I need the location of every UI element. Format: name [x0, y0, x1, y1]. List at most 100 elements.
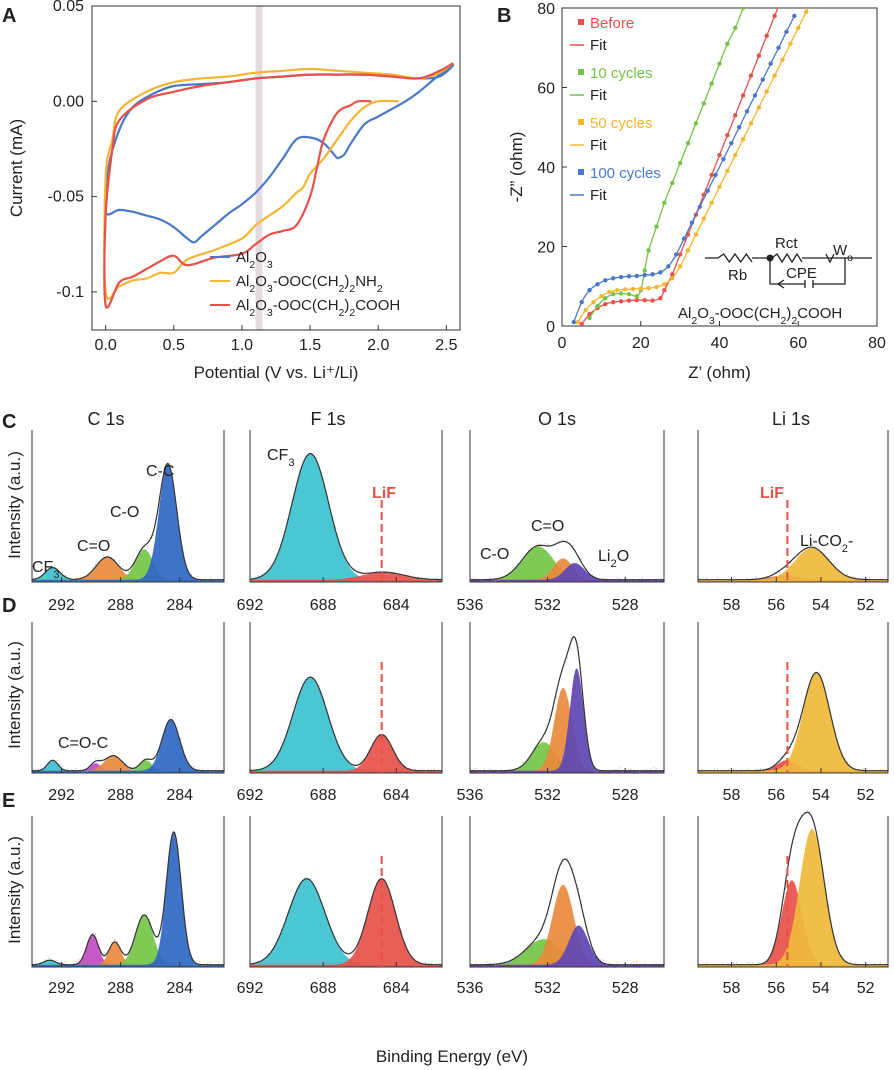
data-point-1: [626, 292, 632, 297]
annotation-c-double-o-o1s-part: C=O: [531, 518, 564, 535]
fit-line-1: [589, 8, 744, 319]
legend-label-a-part: ): [344, 273, 349, 290]
legend-label-a-part: Al: [236, 297, 249, 314]
xps-x-tick-label: 684: [383, 980, 410, 997]
data-point-1: [595, 303, 600, 309]
legend-fit-label-b: Fit: [590, 137, 607, 154]
annotation-lif-li: LiF: [760, 485, 784, 502]
data-point-2: [796, 25, 801, 31]
y-tick-label-b: 40: [537, 160, 555, 177]
xps-envelope: [249, 452, 442, 581]
y-tick-label-b: 80: [537, 1, 555, 18]
data-point-0: [642, 297, 647, 303]
legend-label-a-part: 2: [249, 259, 255, 271]
data-point-1: [740, 8, 746, 11]
xps-annotations: CF3C=OC-OC-CCF3LiFC-OC=OLi2OLiFLi-CO2-C=…: [32, 447, 853, 752]
data-point-2: [583, 307, 588, 313]
legend-label-a-part: NH: [355, 273, 377, 290]
warburg-label: Wo: [833, 242, 853, 264]
xps-peak-1: [250, 572, 442, 582]
data-point-3: [634, 273, 640, 279]
legend-label-a: Al2O3: [236, 249, 273, 271]
data-point-0: [725, 133, 730, 138]
annotation-cf3-c: CF3: [32, 559, 60, 581]
data-point-2: [764, 89, 769, 94]
annotation-li2o-part: O: [617, 548, 629, 565]
cpe-arrow: [777, 279, 785, 289]
inset-sample-label-part: 3: [709, 315, 715, 327]
rct-label: Rct: [775, 235, 798, 252]
xps-panel-C-3: 58 56 54 52: [697, 430, 889, 614]
xps-x-tick-label: 684: [383, 787, 410, 804]
xps-peak-3: [32, 464, 224, 582]
xps-panel-D-2: 536 532 528: [457, 622, 665, 804]
data-point-1: [701, 101, 706, 106]
legend-label-a-part: 3: [267, 307, 273, 319]
y-axis-title-a: Current (mA): [7, 119, 26, 217]
annotation-cf3-f-part: CF: [267, 447, 289, 464]
xps-peak-4: [32, 719, 224, 773]
xps-panel-D-1: 692 688 684: [237, 622, 443, 804]
xps-x-tick-label: 536: [457, 980, 484, 997]
data-point-1: [654, 224, 659, 229]
resistor-rb: [717, 252, 753, 264]
xps-peak-1: [698, 828, 888, 967]
annotation-c-o-c-part: C=O-C: [58, 735, 108, 752]
cv-curve-2: [103, 62, 454, 309]
xps-peak-1: [250, 878, 442, 967]
data-point-3: [603, 278, 608, 283]
xps-frame: [31, 816, 225, 968]
warburg-symbol: [825, 253, 835, 264]
xps-panel-C-1: 692 688 684: [237, 430, 443, 614]
data-point-1: [717, 61, 722, 66]
data-point-3: [776, 45, 781, 50]
data-point-3: [579, 299, 584, 305]
data-point-0: [626, 298, 632, 303]
data-point-3: [587, 288, 592, 293]
data-point-0: [650, 298, 655, 303]
data-point-2: [693, 232, 699, 237]
xps-envelope: [470, 540, 664, 581]
inset-sample-label-part: COOH: [797, 305, 842, 322]
xps-frame: [697, 622, 889, 774]
xps-x-tick-label: 688: [310, 787, 337, 804]
legend-label-a-part: 2: [349, 307, 355, 319]
data-point-3: [784, 29, 789, 35]
xps-column-title-o1s: O 1s: [538, 409, 576, 429]
annotation-cf3-f: CF3: [267, 447, 295, 469]
xps-frame: [697, 816, 889, 968]
inset-sample-label: Al2O3-OOC(CH2)2COOH: [678, 305, 842, 327]
data-point-2: [591, 299, 596, 305]
legend-label-a-part: 2: [339, 307, 345, 319]
legend-label-a-part: COOH: [355, 297, 400, 314]
annotation-c-o-o1s-part: C-O: [480, 546, 509, 563]
legend-marker-b: [578, 169, 584, 175]
highlight-band: [255, 6, 263, 330]
data-point-1: [725, 41, 730, 46]
data-point-2: [772, 73, 777, 78]
legend-marker-b: [578, 119, 584, 125]
data-point-3: [673, 252, 679, 257]
xps-frame: [249, 622, 443, 774]
data-point-2: [803, 9, 809, 15]
panel-letter-a: A: [2, 5, 16, 27]
xps-column-title-f1s: F 1s: [310, 409, 345, 429]
xps-x-tick-label: 56: [767, 787, 785, 804]
annotation-lif-li-part: LiF: [760, 485, 784, 502]
y-tick-label-a: 0.00: [53, 93, 84, 110]
data-point-2: [701, 216, 706, 221]
xps-peak-2: [470, 668, 664, 773]
xps-x-tick-label: 688: [310, 980, 337, 997]
legend-fit-label-b: Fit: [590, 187, 607, 204]
xps-envelope: [698, 811, 888, 966]
xps-x-tick-label: 684: [383, 597, 410, 614]
data-point-1: [685, 140, 691, 146]
legend-label-a-part: 2: [249, 283, 255, 295]
xps-frame: [469, 430, 665, 583]
xps-peak-4: [32, 832, 224, 967]
x-tick-label-a: 1.5: [299, 337, 321, 354]
x-tick-label-a: 0.0: [95, 337, 117, 354]
legend-label-a-part: 2: [377, 283, 383, 295]
xps-panel-E-2: 536 532 528: [457, 816, 665, 997]
rb-label: Rb: [728, 267, 747, 284]
